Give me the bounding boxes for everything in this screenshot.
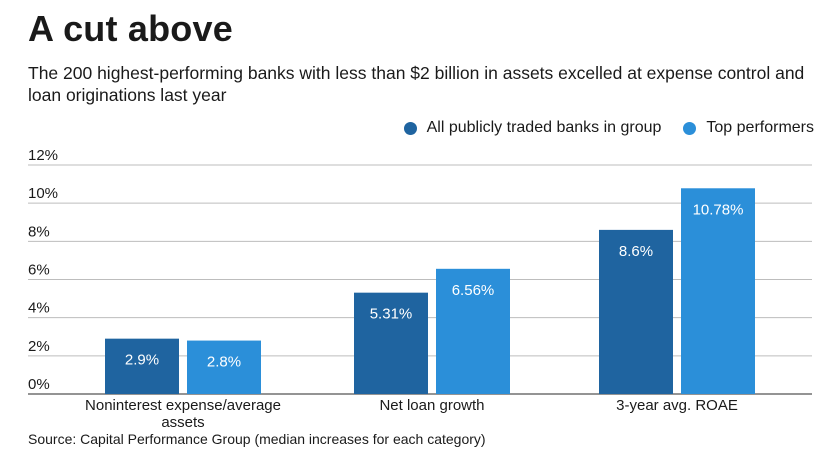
chart-title: A cut above (28, 8, 233, 49)
y-tick-label: 0% (28, 376, 50, 393)
bar-all-banks (354, 292, 428, 394)
bar-all-banks (105, 338, 179, 394)
bar-all-banks (599, 229, 673, 394)
x-category-label-line: Noninterest expense/average (85, 397, 281, 414)
legend-label-all-banks: All publicly traded banks in group (426, 119, 662, 136)
x-category-label-line: 3-year avg. ROAE (616, 397, 738, 414)
bar-data-label: 8.6% (619, 243, 653, 260)
legend-item-top-performers: Top performers (683, 119, 814, 137)
legend-swatch-top-performers (683, 121, 697, 135)
y-tick-label: 12% (28, 147, 58, 164)
bar-data-label: 6.56% (452, 282, 495, 299)
y-tick-label: 4% (28, 300, 50, 317)
source-note: Source: Capital Performance Group (media… (28, 431, 486, 447)
y-tick-label: 2% (28, 338, 50, 355)
x-category-label-line: assets (161, 414, 204, 431)
bar-data-label: 2.9% (125, 352, 159, 369)
x-category-label: 3-year avg. ROAE (616, 397, 738, 414)
y-tick-label: 10% (28, 185, 58, 202)
bar-top-performers (681, 188, 755, 394)
bar-top-performers (436, 268, 510, 394)
bar-data-label: 2.8% (207, 354, 241, 371)
legend-item-all-banks: All publicly traded banks in group (403, 119, 662, 137)
legend-swatch-all-banks (403, 121, 417, 135)
bar-data-label: 10.78% (693, 201, 744, 218)
legend: All publicly traded banks in group Top p… (382, 119, 814, 137)
y-tick-label: 8% (28, 223, 50, 240)
chart-subtitle: The 200 highest-performing banks with le… (28, 63, 805, 105)
x-category-label: Net loan growth (379, 397, 484, 414)
x-category-label-line: Net loan growth (379, 397, 484, 414)
bar-top-performers (187, 340, 261, 394)
bar-data-label: 5.31% (370, 306, 413, 323)
x-category-label: Noninterest expense/average assets (85, 397, 281, 431)
y-tick-label: 6% (28, 262, 50, 279)
legend-label-top-performers: Top performers (706, 119, 814, 136)
